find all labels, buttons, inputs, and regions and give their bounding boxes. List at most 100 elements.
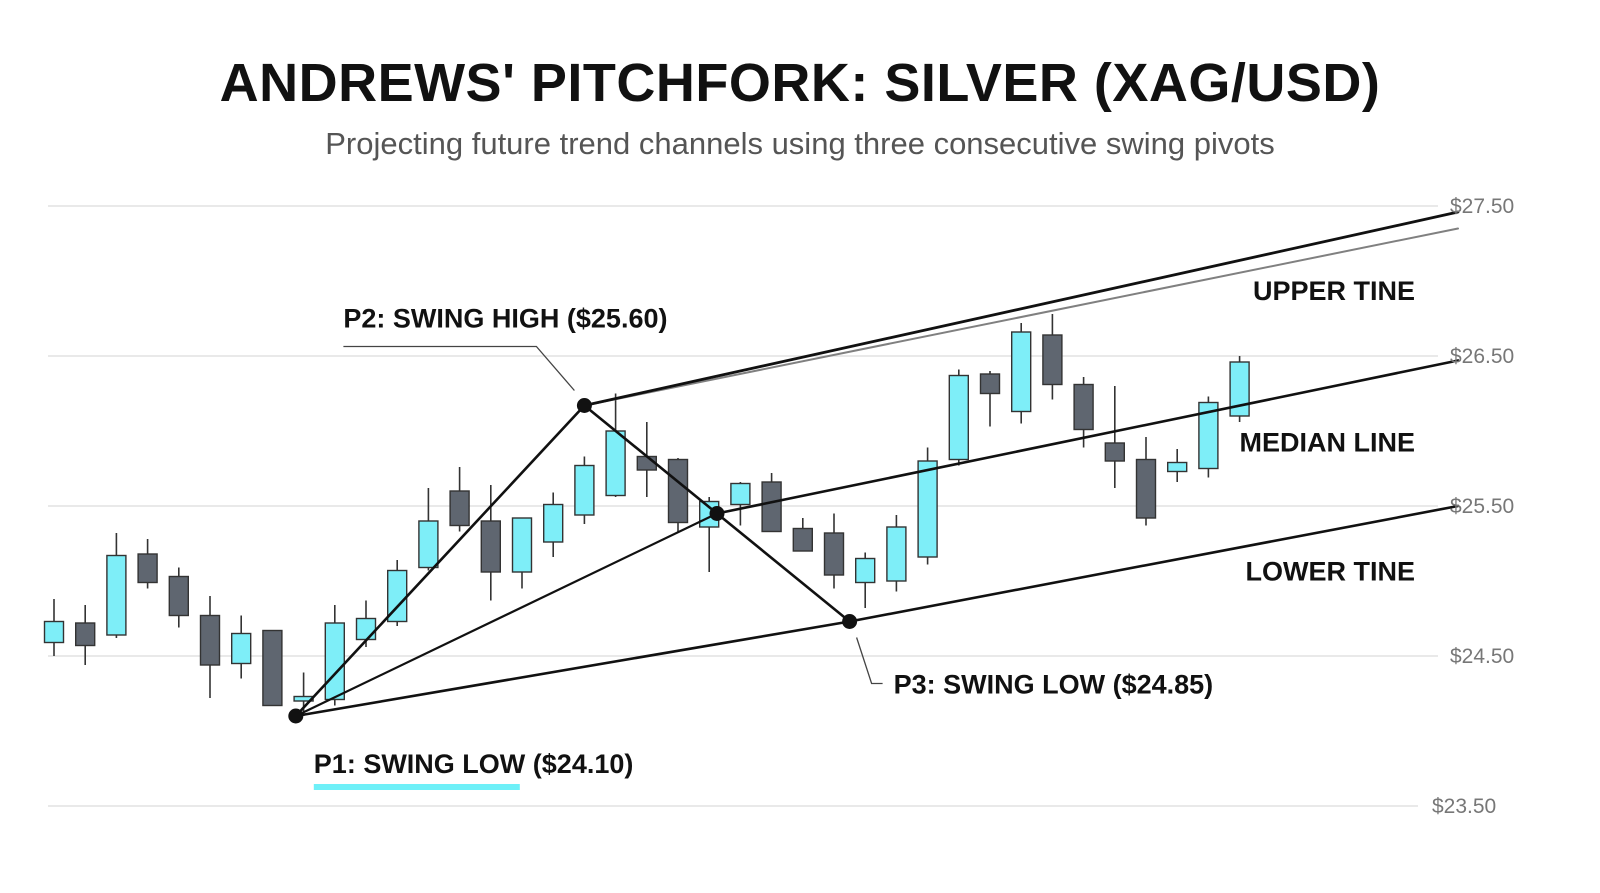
bullish-candle bbox=[511, 517, 533, 589]
candle-body bbox=[199, 614, 221, 666]
p1-p2-line bbox=[294, 404, 586, 718]
candle-body bbox=[761, 481, 782, 533]
candle-body bbox=[137, 553, 158, 584]
bearish-candle bbox=[979, 371, 1001, 427]
pivot-layer bbox=[288, 398, 858, 724]
bearish-candle bbox=[823, 513, 845, 589]
bullish-candle bbox=[106, 533, 127, 638]
candle-body bbox=[168, 575, 190, 617]
p1-p3-line bbox=[294, 620, 851, 718]
candle-body bbox=[543, 503, 564, 543]
p2-leader-line bbox=[343, 345, 575, 391]
candle-body bbox=[480, 520, 501, 573]
pivot-p3-dot bbox=[842, 614, 858, 629]
bearish-candle bbox=[137, 539, 158, 589]
p3-leader-line bbox=[855, 637, 883, 685]
pitchfork-lines bbox=[294, 210, 1460, 718]
candle-body bbox=[948, 374, 969, 461]
pivot-p1-dot bbox=[288, 708, 304, 724]
upper-label: UPPER TINE bbox=[1253, 276, 1415, 306]
bearish-candle bbox=[792, 518, 813, 552]
bullish-candle bbox=[605, 393, 626, 497]
parallel-line bbox=[583, 227, 1459, 407]
candle-body bbox=[355, 617, 377, 641]
p1-label-underline bbox=[313, 784, 520, 790]
bearish-candle bbox=[1135, 437, 1157, 526]
candle-body bbox=[43, 620, 65, 644]
candle-body bbox=[230, 632, 252, 665]
candle-body bbox=[823, 532, 845, 576]
bullish-candle bbox=[230, 615, 252, 679]
bullish-candle bbox=[886, 515, 907, 592]
bearish-candle bbox=[480, 485, 501, 601]
upper-tine bbox=[583, 210, 1460, 407]
median-label: MEDIAN LINE bbox=[1240, 428, 1416, 458]
bullish-candle bbox=[43, 599, 65, 656]
bullish-candle bbox=[1229, 356, 1250, 422]
candle-body bbox=[74, 622, 96, 647]
bullish-candle bbox=[1198, 396, 1219, 478]
bullish-candle bbox=[574, 456, 595, 524]
bullish-candle bbox=[1166, 449, 1188, 482]
bullish-candle bbox=[418, 488, 439, 571]
candle-body bbox=[418, 520, 439, 569]
bearish-candle bbox=[1104, 386, 1126, 488]
label-layer: $27.50 $26.50 $25.50 $24.50 $23.50 P2: SWING … bbox=[313, 195, 1514, 818]
candle-body bbox=[917, 460, 938, 558]
candle-body bbox=[605, 430, 626, 497]
candle-body bbox=[1166, 461, 1188, 473]
candle-body bbox=[106, 554, 127, 636]
candle-body bbox=[1229, 361, 1250, 417]
median-line bbox=[715, 359, 1460, 515]
candle-body bbox=[792, 527, 813, 552]
candle-body bbox=[449, 490, 470, 527]
bullish-candle bbox=[324, 605, 345, 706]
bearish-candle bbox=[667, 458, 689, 532]
grid-layer bbox=[48, 205, 1438, 807]
bearish-candle bbox=[449, 467, 470, 532]
candle-body bbox=[979, 373, 1001, 395]
bearish-candle bbox=[636, 422, 657, 497]
bearish-candle bbox=[168, 567, 190, 628]
median-handle-line bbox=[294, 512, 719, 718]
lower-label: LOWER TINE bbox=[1246, 557, 1416, 587]
candle-body bbox=[1011, 331, 1032, 413]
candle-body bbox=[1135, 458, 1157, 519]
bearish-candle bbox=[74, 605, 96, 665]
candle-body bbox=[730, 482, 751, 506]
lower-tine bbox=[848, 504, 1460, 623]
p3-label: P3: SWING LOW ($24.85) bbox=[894, 670, 1214, 700]
p1-label: P1: SWING LOW ($24.10) bbox=[314, 749, 634, 779]
bearish-candle bbox=[1042, 314, 1063, 400]
p2-label: P2: SWING HIGH ($25.60) bbox=[343, 304, 667, 334]
bullish-candle bbox=[730, 482, 751, 526]
candle-body bbox=[511, 517, 533, 573]
candle-body bbox=[262, 629, 283, 707]
bullish-candle bbox=[948, 369, 969, 466]
candle-body bbox=[855, 557, 876, 584]
bullish-candle bbox=[387, 560, 408, 626]
candle-body bbox=[667, 458, 689, 524]
y-tick-label: $25.50 bbox=[1450, 495, 1514, 518]
y-tick-label: $26.50 bbox=[1450, 345, 1514, 368]
bullish-candle bbox=[855, 552, 876, 608]
bearish-candle bbox=[1073, 377, 1094, 448]
chart-subtitle: Projecting future trend channels using t… bbox=[325, 126, 1275, 161]
candle-body bbox=[886, 526, 907, 582]
bearish-candle bbox=[199, 596, 221, 698]
y-tick-label: $23.50 bbox=[1432, 795, 1496, 818]
bullish-candle bbox=[1011, 323, 1032, 424]
bullish-candle bbox=[543, 492, 564, 557]
candle-body bbox=[1042, 334, 1063, 386]
bullish-candle bbox=[917, 447, 938, 565]
candle-body bbox=[1073, 383, 1094, 431]
chart-title: ANDREWS' PITCHFORK: SILVER (XAG/USD) bbox=[219, 53, 1381, 113]
y-tick-label: $27.50 bbox=[1450, 195, 1514, 218]
candle-body bbox=[1198, 401, 1219, 470]
pivot-p2-dot bbox=[576, 398, 592, 413]
candle-body bbox=[574, 464, 595, 516]
median-midpoint-dot bbox=[709, 506, 725, 521]
candle-layer bbox=[43, 314, 1250, 716]
candle-body bbox=[324, 622, 345, 701]
